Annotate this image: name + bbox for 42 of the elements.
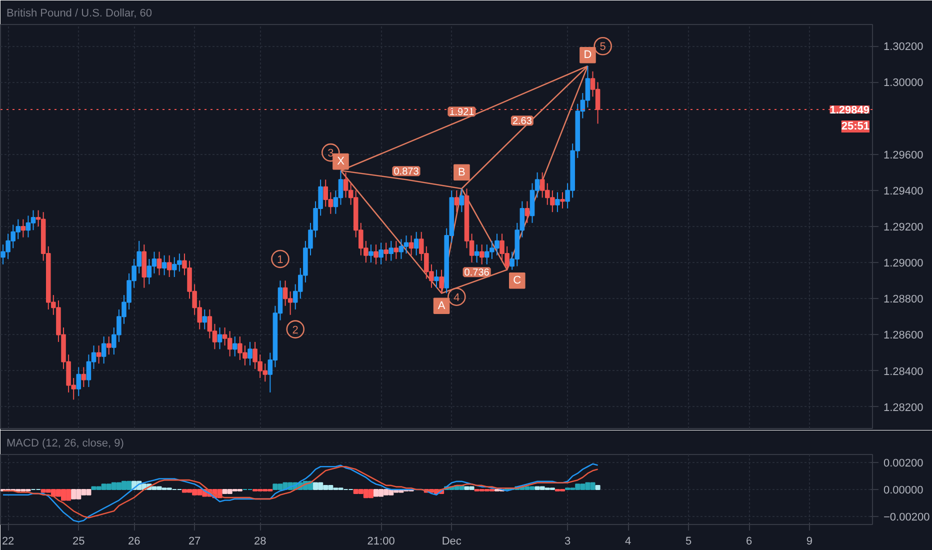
- x-tick-label: Dec: [442, 536, 462, 548]
- x-tick-label: 21:00: [367, 536, 395, 548]
- y-tick-label: 0.00000: [884, 484, 924, 496]
- series-label: 5: [600, 41, 606, 54]
- series-label: C: [513, 274, 522, 287]
- x-tick-label: 26: [128, 536, 140, 548]
- series-label: 4: [454, 292, 460, 304]
- y-tick-label: 1.28400: [884, 366, 924, 378]
- series-label: 0.736: [464, 268, 490, 279]
- x-tick-label: 27: [188, 536, 201, 548]
- y-tick-label: 1.29200: [884, 222, 924, 234]
- y-tick-label: −0.00200: [884, 511, 930, 524]
- annotation: 25:51: [841, 120, 870, 132]
- x-tick-label: 9: [806, 536, 813, 548]
- y-tick-label: 1.28800: [884, 294, 924, 306]
- y-tick-label: 1.29600: [884, 149, 924, 162]
- y-tick-label: 1.29400: [884, 185, 924, 198]
- series-label: 3: [328, 148, 334, 160]
- x-tick-label: 3: [564, 536, 571, 548]
- x-tick-label: 5: [685, 536, 692, 548]
- x-tick-label: 25: [72, 536, 85, 548]
- x-tick-label: 6: [746, 536, 752, 548]
- y-tick-label: 1.30000: [884, 77, 924, 90]
- chart-title: British Pound / U.S. Dollar, 60: [6, 8, 152, 20]
- ref-line-label: 1.29849: [830, 104, 870, 116]
- series-label: X: [337, 156, 346, 168]
- chart-title: MACD (12, 26, close, 9): [6, 438, 124, 450]
- y-tick-label: 1.29000: [884, 258, 924, 270]
- y-tick-label: 0.00200: [884, 458, 924, 470]
- x-tick-label: 4: [624, 536, 632, 548]
- x-tick-label: 22: [2, 536, 14, 548]
- y-tick-label: 1.28200: [884, 402, 924, 414]
- series-label: 1: [277, 254, 284, 266]
- series-label: A: [438, 300, 446, 312]
- series-label: B: [458, 166, 466, 178]
- series-label: 2.63: [512, 116, 532, 128]
- series-label: 0.873: [394, 166, 420, 178]
- series-label: 2: [292, 324, 298, 336]
- y-tick-label: 1.30200: [884, 41, 924, 54]
- y-tick-label: 1.28600: [884, 330, 924, 342]
- x-tick-label: 28: [254, 536, 266, 548]
- series-label: D: [584, 49, 592, 62]
